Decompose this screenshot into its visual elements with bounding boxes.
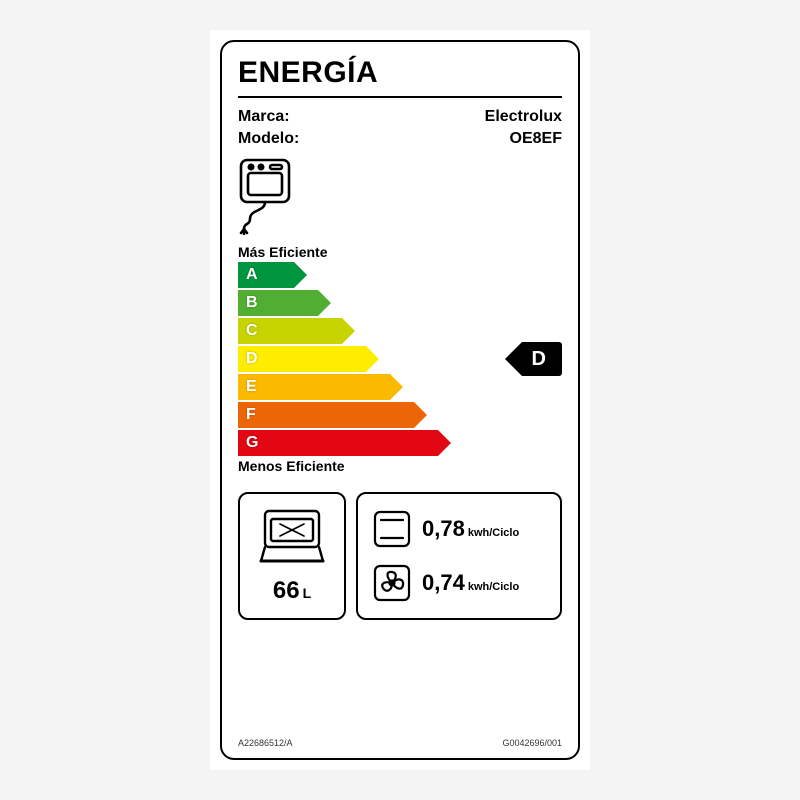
footer-right: G0042696/001 — [502, 738, 562, 748]
fan-row: 0,74kwh/Ciclo — [364, 563, 554, 603]
conventional-heat-icon — [372, 509, 412, 549]
spec-volume-box: 66L — [238, 492, 346, 620]
meta-model-row: Modelo: OE8EF — [238, 128, 562, 150]
efficiency-bar-row: E — [238, 374, 562, 400]
conventional-value: 0,78 — [422, 516, 465, 541]
efficiency-bar-letter: A — [246, 266, 258, 284]
footer-codes: A22686512/A G0042696/001 — [238, 732, 562, 748]
spec-consumption-box: 0,78kwh/Ciclo 0,74kwh/Cic — [356, 492, 562, 620]
electric-oven-icon — [238, 157, 562, 240]
efficiency-bar-g: G — [238, 430, 438, 456]
fan-value: 0,74 — [422, 570, 465, 595]
efficiency-bar-e: E — [238, 374, 390, 400]
energy-label-card: ENERGÍA Marca: Electrolux Modelo: OE8EF — [210, 30, 590, 770]
conventional-text: 0,78kwh/Ciclo — [422, 516, 519, 542]
efficiency-scale: Más Eficiente ABCDDEFG Menos Eficiente — [238, 244, 562, 474]
efficiency-bars: ABCDDEFG — [238, 262, 562, 456]
inner-border: ENERGÍA Marca: Electrolux Modelo: OE8EF — [220, 40, 580, 760]
rating-letter: D — [522, 342, 562, 376]
model-label: Modelo: — [238, 128, 299, 150]
footer-left: A22686512/A — [238, 738, 293, 748]
fan-text: 0,74kwh/Ciclo — [422, 570, 519, 596]
fan-unit: kwh/Ciclo — [468, 581, 519, 593]
meta-brand-row: Marca: Electrolux — [238, 106, 562, 128]
title: ENERGÍA — [238, 56, 562, 90]
divider — [238, 96, 562, 98]
efficiency-bar-c: C — [238, 318, 342, 344]
efficiency-bar-letter: F — [246, 406, 256, 424]
efficiency-bar-row: C — [238, 318, 562, 344]
efficiency-bar-letter: B — [246, 294, 258, 312]
fan-heat-icon — [372, 563, 412, 603]
efficiency-bar-letter: D — [246, 350, 258, 368]
meta-rows: Marca: Electrolux Modelo: OE8EF — [238, 106, 562, 149]
volume-unit: L — [303, 585, 312, 601]
efficiency-bar-row: G — [238, 430, 562, 456]
efficiency-bar-f: F — [238, 402, 414, 428]
rating-arrow: D — [505, 342, 562, 376]
efficiency-bar-letter: E — [246, 378, 257, 396]
brand-value: Electrolux — [485, 106, 562, 128]
efficiency-bar-row: F — [238, 402, 562, 428]
spec-boxes: 66L 0,78kwh/Ciclo — [238, 492, 562, 620]
efficiency-bar-d: D — [238, 346, 366, 372]
efficiency-bar-a: A — [238, 262, 294, 288]
model-value: OE8EF — [510, 128, 562, 150]
volume-value: 66 — [273, 577, 300, 604]
efficiency-bar-b: B — [238, 290, 318, 316]
conventional-row: 0,78kwh/Ciclo — [364, 509, 554, 549]
conventional-unit: kwh/Ciclo — [468, 527, 519, 539]
efficiency-bar-row: A — [238, 262, 562, 288]
efficiency-bar-letter: C — [246, 322, 258, 340]
efficiency-bar-row: B — [238, 290, 562, 316]
scale-caption-top: Más Eficiente — [238, 244, 562, 260]
volume-value-row: 66L — [273, 577, 311, 605]
brand-label: Marca: — [238, 106, 290, 128]
efficiency-bar-letter: G — [246, 434, 258, 452]
scale-caption-bottom: Menos Eficiente — [238, 458, 562, 474]
oven-volume-icon — [257, 507, 327, 577]
